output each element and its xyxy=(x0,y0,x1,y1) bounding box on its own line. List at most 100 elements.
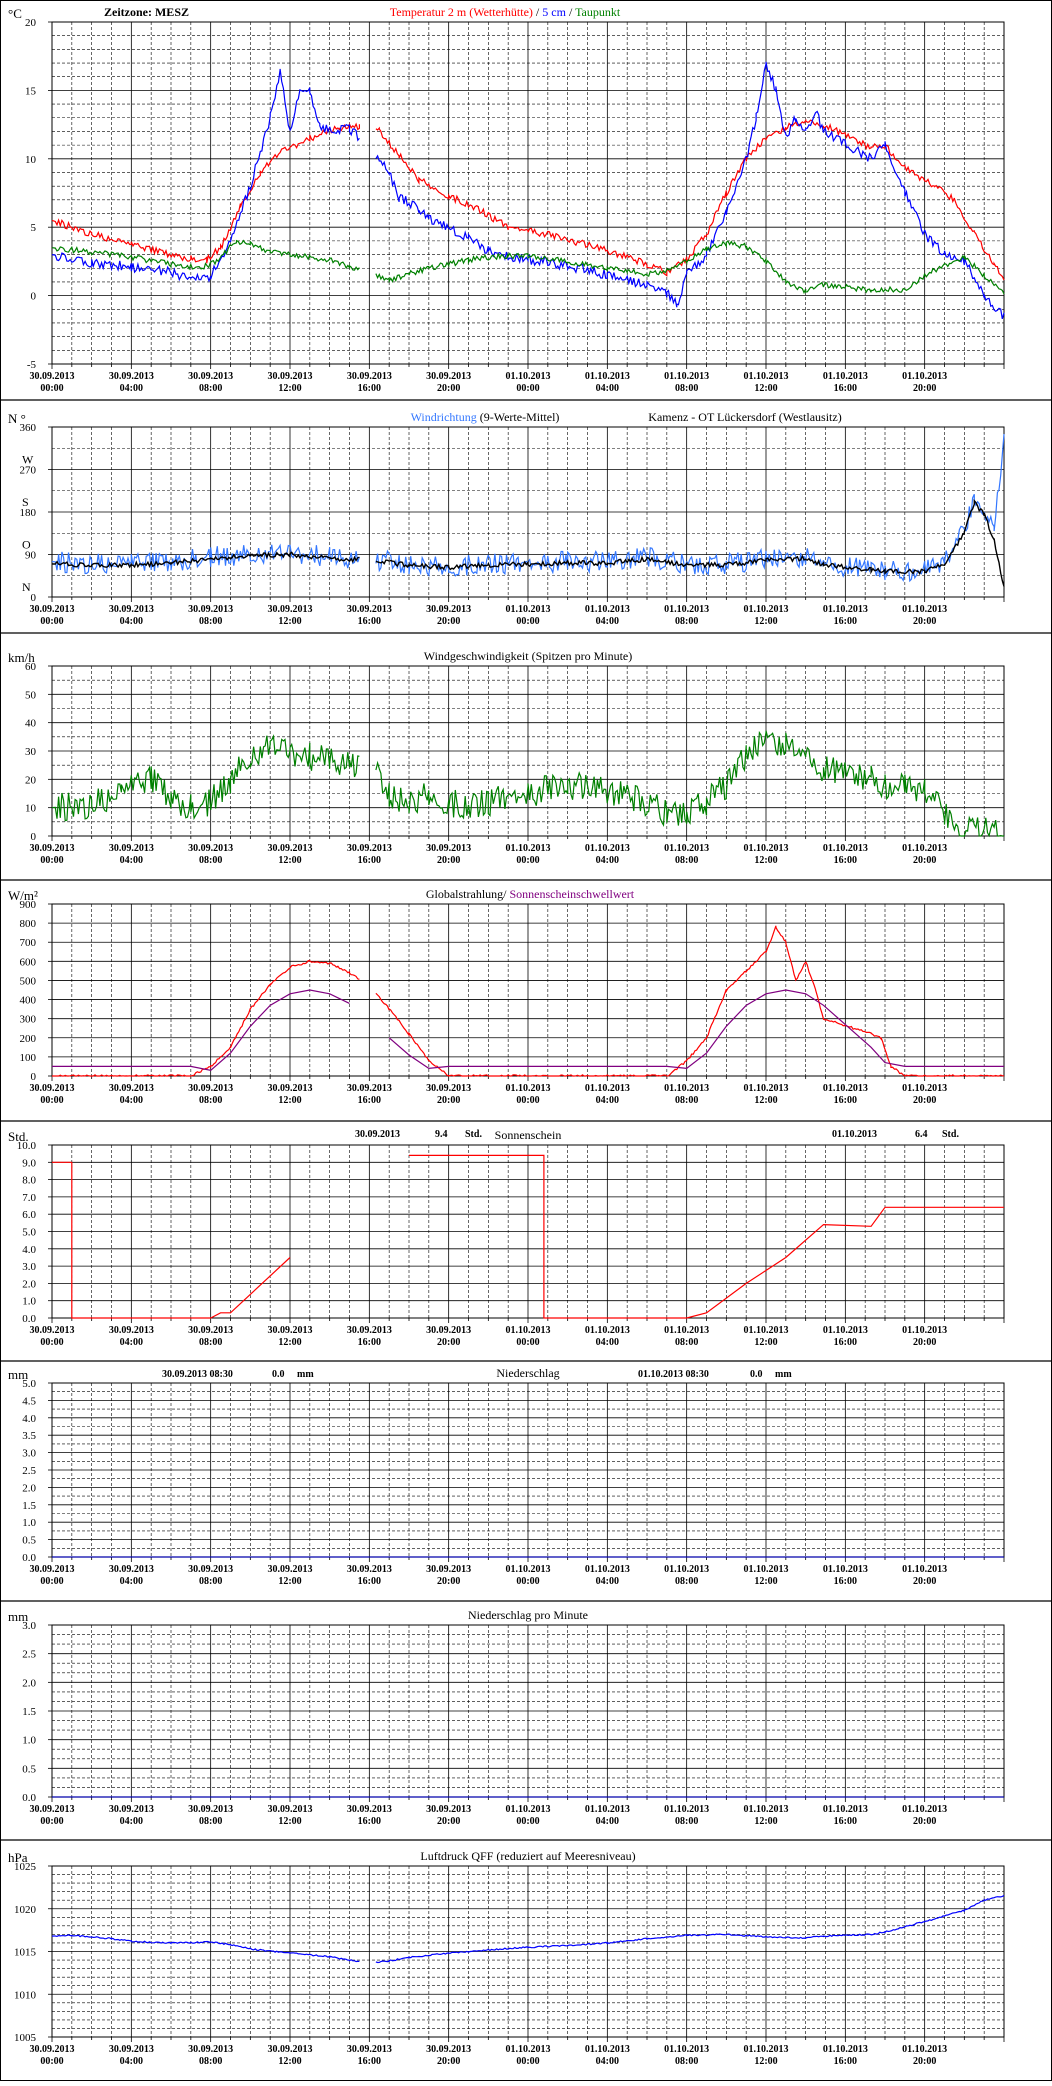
sun-day1-unit: Std. xyxy=(465,1129,482,1140)
x-date-label: 30.09.2013 xyxy=(347,2044,392,2055)
x-time-label: 20:00 xyxy=(913,1095,936,1106)
y-tick-label: 9.0 xyxy=(22,1157,36,1169)
x-time-label: 12:00 xyxy=(754,2056,777,2067)
prec-day2-value: 0.0 xyxy=(750,1369,763,1380)
x-date-label: 30.09.2013 xyxy=(188,843,233,854)
x-date-label: 30.09.2013 xyxy=(30,1083,75,1094)
x-time-label: 20:00 xyxy=(913,1337,936,1348)
x-time-label: 12:00 xyxy=(278,1337,301,1348)
x-date-label: 30.09.2013 xyxy=(30,2044,75,2055)
x-time-label: 16:00 xyxy=(834,616,857,627)
x-date-label: 01.10.2013 xyxy=(664,1564,709,1575)
title-part: (9-Werte-Mittel) xyxy=(477,410,560,424)
x-time-label: 08:00 xyxy=(199,1816,222,1827)
x-date-label: 30.09.2013 xyxy=(30,1804,75,1815)
y-tick-label: 2.0 xyxy=(22,1677,36,1689)
sun-day1-date: 30.09.2013 xyxy=(355,1129,400,1140)
x-date-label: 30.09.2013 xyxy=(426,1325,471,1336)
x-time-label: 16:00 xyxy=(834,1337,857,1348)
compass-label: O xyxy=(22,538,31,552)
x-date-label: 30.09.2013 xyxy=(268,604,313,615)
y-tick-label: 1025 xyxy=(14,1861,37,1873)
prec-day1-unit: mm xyxy=(297,1369,314,1380)
x-time-label: 08:00 xyxy=(675,1095,698,1106)
x-time-label: 04:00 xyxy=(120,616,143,627)
x-time-label: 20:00 xyxy=(437,616,460,627)
x-date-label: 01.10.2013 xyxy=(902,843,947,854)
x-date-label: 01.10.2013 xyxy=(744,1804,789,1815)
x-time-label: 20:00 xyxy=(437,1337,460,1348)
y-unit-label: mm xyxy=(8,1609,28,1624)
x-date-label: 01.10.2013 xyxy=(506,1083,551,1094)
prec-day2-label: 01.10.2013 08:30 xyxy=(638,1369,709,1380)
y-tick-label: 300 xyxy=(20,1014,37,1026)
x-time-label: 20:00 xyxy=(437,1816,460,1827)
x-date-label: 01.10.2013 xyxy=(664,1804,709,1815)
x-date-label: 30.09.2013 xyxy=(347,1804,392,1815)
x-time-label: 00:00 xyxy=(516,1337,539,1348)
y-tick-label: 1005 xyxy=(14,2032,37,2044)
y-tick-label: 270 xyxy=(20,465,37,477)
x-time-label: 08:00 xyxy=(675,616,698,627)
x-date-label: 01.10.2013 xyxy=(902,604,947,615)
x-time-label: 00:00 xyxy=(40,383,63,394)
x-time-label: 04:00 xyxy=(596,616,619,627)
sun-day2-date: 01.10.2013 xyxy=(832,1129,877,1140)
x-time-label: 04:00 xyxy=(596,855,619,866)
x-date-label: 01.10.2013 xyxy=(506,843,551,854)
x-time-label: 08:00 xyxy=(675,2056,698,2067)
x-date-label: 01.10.2013 xyxy=(585,843,630,854)
x-time-label: 12:00 xyxy=(278,383,301,394)
x-time-label: 04:00 xyxy=(596,2056,619,2067)
y-unit-label: Std. xyxy=(8,1129,29,1144)
y-tick-label: 4.0 xyxy=(22,1413,36,1425)
x-time-label: 12:00 xyxy=(754,1095,777,1106)
x-time-label: 20:00 xyxy=(913,855,936,866)
x-time-label: 08:00 xyxy=(199,1576,222,1587)
y-tick-label: 0.0 xyxy=(22,1552,36,1564)
prec-day1-label: 30.09.2013 08:30 xyxy=(162,1369,233,1380)
x-time-label: 04:00 xyxy=(120,1576,143,1587)
x-date-label: 30.09.2013 xyxy=(109,1564,154,1575)
x-date-label: 30.09.2013 xyxy=(109,1325,154,1336)
series-line-wdir-1 xyxy=(51,498,1005,587)
x-time-label: 04:00 xyxy=(120,1816,143,1827)
x-time-label: 16:00 xyxy=(834,1576,857,1587)
x-time-label: 00:00 xyxy=(40,1337,63,1348)
y-tick-label: 1.0 xyxy=(22,1296,36,1308)
x-time-label: 20:00 xyxy=(437,383,460,394)
y-tick-label: 3.0 xyxy=(22,1448,36,1460)
y-tick-label: 2.5 xyxy=(22,1465,36,1477)
y-tick-label: 15 xyxy=(25,85,37,97)
title-part: Windrichtung xyxy=(411,410,477,424)
x-date-label: 30.09.2013 xyxy=(347,604,392,615)
x-date-label: 30.09.2013 xyxy=(426,371,471,382)
panel-prec: 5.0 4.5 4.0 3.5 3.0 2.5 2.0 1.5 1.0 0.5 0.0 mm 30.09… xyxy=(0,1366,1052,1602)
x-date-label: 30.09.2013 xyxy=(347,1325,392,1336)
x-date-label: 30.09.2013 xyxy=(109,2044,154,2055)
x-time-label: 16:00 xyxy=(834,2056,857,2067)
x-date-label: 01.10.2013 xyxy=(823,843,868,854)
x-time-label: 16:00 xyxy=(834,1816,857,1827)
y-tick-label: 0 xyxy=(31,592,37,604)
x-time-label: 12:00 xyxy=(278,1576,301,1587)
y-tick-label: 1.0 xyxy=(22,1735,36,1747)
y-unit-label: N ° xyxy=(8,411,26,426)
y-tick-label: 0.5 xyxy=(22,1535,36,1547)
y-tick-label: 60 xyxy=(25,661,37,673)
panel-title: Windrichtung (9-Werte-Mittel) xyxy=(411,410,560,424)
x-date-label: 01.10.2013 xyxy=(744,843,789,854)
x-time-label: 00:00 xyxy=(40,1095,63,1106)
x-date-label: 30.09.2013 xyxy=(268,371,313,382)
x-date-label: 30.09.2013 xyxy=(188,1083,233,1094)
y-tick-label: 5 xyxy=(31,222,37,234)
x-date-label: 01.10.2013 xyxy=(823,1325,868,1336)
x-date-label: 30.09.2013 xyxy=(268,1564,313,1575)
x-time-label: 16:00 xyxy=(358,616,381,627)
y-unit-label: km/h xyxy=(8,650,35,665)
x-date-label: 30.09.2013 xyxy=(268,843,313,854)
x-date-label: 30.09.2013 xyxy=(30,843,75,854)
y-tick-label: 8.0 xyxy=(22,1175,36,1187)
